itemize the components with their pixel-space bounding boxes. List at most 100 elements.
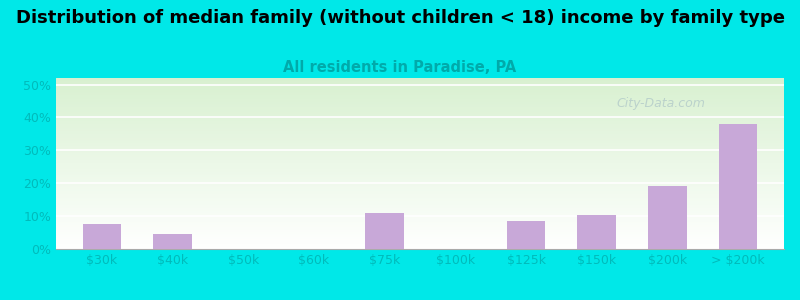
- Bar: [578, 215, 616, 249]
- Bar: [56, 182, 784, 184]
- Bar: [56, 176, 784, 177]
- Bar: [56, 237, 784, 239]
- Bar: [56, 116, 784, 117]
- Bar: [56, 244, 784, 246]
- Bar: [56, 128, 784, 129]
- Bar: [56, 152, 784, 153]
- Bar: [56, 194, 784, 196]
- Bar: [56, 102, 784, 104]
- Bar: [56, 227, 784, 229]
- Bar: [56, 201, 784, 203]
- Bar: [56, 196, 784, 198]
- Bar: [366, 213, 404, 249]
- Bar: [56, 88, 784, 90]
- Bar: [506, 221, 546, 249]
- Bar: [56, 170, 784, 172]
- Bar: [56, 246, 784, 247]
- Bar: [56, 232, 784, 234]
- Bar: [56, 136, 784, 138]
- Bar: [56, 97, 784, 98]
- Bar: [56, 98, 784, 100]
- Bar: [56, 239, 784, 240]
- Bar: [56, 162, 784, 164]
- Text: Distribution of median family (without children < 18) income by family type: Distribution of median family (without c…: [15, 9, 785, 27]
- Bar: [56, 174, 784, 176]
- Bar: [56, 210, 784, 212]
- Bar: [56, 131, 784, 133]
- Bar: [56, 122, 784, 124]
- Bar: [56, 203, 784, 205]
- Bar: [56, 247, 784, 249]
- Bar: [56, 188, 784, 189]
- Bar: [56, 165, 784, 167]
- Bar: [56, 134, 784, 136]
- Bar: [56, 160, 784, 162]
- Bar: [56, 95, 784, 97]
- Bar: [56, 218, 784, 220]
- Bar: [56, 80, 784, 81]
- Bar: [56, 186, 784, 188]
- Bar: [56, 145, 784, 146]
- Bar: [56, 215, 784, 217]
- Bar: [82, 224, 122, 249]
- Bar: [56, 158, 784, 160]
- Bar: [56, 85, 784, 86]
- Bar: [56, 143, 784, 145]
- Bar: [56, 198, 784, 200]
- Bar: [56, 193, 784, 194]
- Bar: [56, 140, 784, 141]
- Bar: [56, 169, 784, 170]
- Bar: [56, 222, 784, 223]
- Bar: [56, 148, 784, 150]
- Bar: [56, 133, 784, 134]
- Bar: [56, 153, 784, 155]
- Bar: [56, 109, 784, 110]
- Bar: [56, 205, 784, 206]
- Bar: [56, 114, 784, 116]
- Bar: [56, 81, 784, 83]
- Bar: [56, 121, 784, 122]
- Bar: [153, 234, 192, 249]
- Bar: [56, 157, 784, 158]
- Bar: [56, 212, 784, 213]
- Bar: [56, 181, 784, 182]
- Bar: [56, 86, 784, 88]
- Bar: [56, 138, 784, 140]
- Bar: [56, 146, 784, 148]
- Bar: [56, 83, 784, 85]
- Bar: [56, 172, 784, 174]
- Bar: [56, 179, 784, 181]
- Bar: [56, 107, 784, 109]
- Text: City-Data.com: City-Data.com: [617, 97, 706, 110]
- Bar: [56, 105, 784, 107]
- Bar: [56, 104, 784, 105]
- Bar: [56, 234, 784, 235]
- Bar: [56, 217, 784, 218]
- Bar: [718, 124, 758, 249]
- Bar: [56, 92, 784, 93]
- Bar: [648, 186, 687, 249]
- Bar: [56, 100, 784, 102]
- Bar: [56, 235, 784, 237]
- Bar: [56, 220, 784, 222]
- Bar: [56, 223, 784, 225]
- Bar: [56, 184, 784, 186]
- Bar: [56, 225, 784, 227]
- Bar: [56, 191, 784, 193]
- Bar: [56, 110, 784, 112]
- Bar: [56, 129, 784, 131]
- Bar: [56, 167, 784, 169]
- Bar: [56, 200, 784, 201]
- Bar: [56, 155, 784, 157]
- Bar: [56, 208, 784, 210]
- Bar: [56, 126, 784, 128]
- Bar: [56, 150, 784, 152]
- Bar: [56, 229, 784, 230]
- Bar: [56, 177, 784, 179]
- Bar: [56, 119, 784, 121]
- Bar: [56, 124, 784, 126]
- Text: All residents in Paradise, PA: All residents in Paradise, PA: [283, 60, 517, 75]
- Bar: [56, 206, 784, 208]
- Bar: [56, 189, 784, 191]
- Bar: [56, 117, 784, 119]
